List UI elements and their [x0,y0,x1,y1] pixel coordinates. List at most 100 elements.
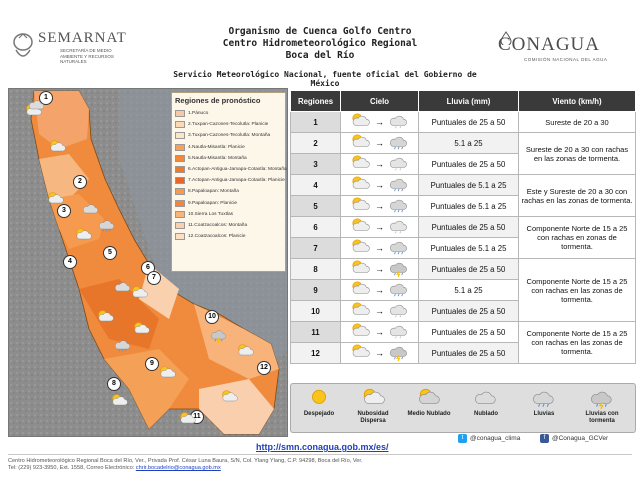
table-row: 5 → Puntuales de 5.1 a 25 [290,195,636,217]
cell-region: 3 [290,153,341,175]
partly-icon [348,387,398,409]
icon-legend-sun: Despejado [294,387,344,418]
cell-wind: Sureste de 20 a 30 con rachas en las zon… [518,132,636,175]
cell-sky: → [340,132,419,154]
twitter-label: @conagua_clima [470,435,521,442]
map-weather-partly-icon [131,321,153,335]
facebook-handle[interactable]: f @Conagua_GCVer [540,434,608,443]
legend-label: 1.Pánuco [188,111,209,117]
cell-wind: Componente Norte de 15 a 25 con rachas e… [518,258,636,322]
cell-sky: → [340,342,419,364]
map-weather-partly-icon [129,285,151,299]
map-region-3: 3 [57,204,71,218]
smn-link[interactable]: http://smn.conagua.gob.mx/es/ [256,442,389,452]
legend-swatch [175,143,185,151]
sky-to-rain-icon [388,280,410,300]
legend-item: 6.Actopan-Antigua-Jamapa-Cotaxtla: Monta… [175,164,287,175]
map-weather-partly-icon [157,365,179,379]
arrow-right-icon: → [375,327,384,337]
cell-region: 10 [290,300,341,322]
arrow-right-icon: → [375,243,384,253]
sky-from-partly-icon [349,112,371,132]
map-weather-rain-icon [113,337,135,352]
table-row: 11 → Puntuales de 25 a 50 Componente Norte … [290,321,636,364]
table-row: 3 → Puntuales de 25 a 50 [290,153,636,175]
header: SEMARNAT SECRETARÍA DE MEDIO AMBIENTE Y … [0,0,640,88]
sky-to-cloud-light-icon [388,112,410,132]
legend-label: 3.Tuxpan-Cazones-Tecolutla: Montaña [188,133,271,139]
twitter-handle[interactable]: t @conagua_clima [458,434,520,443]
conagua-subtitle: COMISIÓN NACIONAL DEL AGUA [524,57,608,62]
cell-region: 1 [290,111,341,133]
icon-legend-label: Medio Nublado [407,411,451,417]
legend-swatch [175,177,185,185]
sky-to-cloud-light-icon [388,322,410,342]
forecast-table-body: 1 → Puntuales de 25 a 50 Sureste de 20 a 30… [290,111,636,364]
sky-to-storm-icon [388,343,410,363]
sky-to-rain-icon [388,133,410,153]
semarnat-subtitle: SECRETARÍA DE MEDIO AMBIENTE Y RECURSOS … [60,48,114,64]
table-row: 8 → Puntuales de 25 a 50 Componente Norte d… [290,258,636,322]
cell-wind: Componente Norte de 15 a 25 con rachas e… [518,216,636,259]
conagua-drop-icon [500,31,512,45]
legend-item: 7.Actopan-Antigua-Jamapa-Cotaxtla: Plani… [175,175,285,186]
sky-from-partly-icon [349,196,371,216]
cell-region: 6 [290,216,341,238]
legend-swatch [175,221,185,229]
legend-items: 1.Pánuco 2.Tuxpan-Cazones-Tecolutla: Plan… [175,108,287,242]
table-row: 12 → Puntuales de 25 a 50 [290,342,636,364]
legend-label: 7.Actopan-Antigua-Jamapa-Cotaxtla: Plani… [188,178,285,184]
arrow-right-icon: → [375,285,384,295]
legend-swatch [175,110,185,118]
col-lluvia: Lluvia (mm) [418,90,519,112]
map-region-5: 5 [103,246,117,260]
facebook-label: @Conagua_GCVer [552,435,609,442]
semarnat-eagle-logo [10,28,36,68]
cell-rain: Puntuales de 5.1 a 25 [418,174,519,196]
arrow-right-icon: → [375,159,384,169]
cell-rain: Puntuales de 25 a 50 [418,321,519,343]
storm-icon [577,387,627,409]
header-titles: Organismo de Cuenca Golfo Centro Centro … [150,26,490,62]
cell-sky: → [340,258,419,280]
sky-from-partly-icon [349,301,371,321]
table-row: 6 → Puntuales de 25 a 50 Componente Norte d… [290,216,636,259]
map-weather-cloud-icon [113,279,135,293]
icon-legend-partly: Nubosidad Dispersa [348,387,398,424]
sky-to-cloud-light-icon [388,217,410,237]
map-weather-partly-icon [95,309,117,323]
legend-label: 4.Nautla-Misantla: Planicie [188,144,245,150]
cell-region: 5 [290,195,341,217]
title-centro: Centro Hidrometeorológico Regional [222,38,418,49]
legend-label: 6.Actopan-Antigua-Jamapa-Cotaxtla: Monta… [188,167,287,173]
footer-email[interactable]: chrir.bocadelrio@conagua.gob.mx [135,465,221,471]
table-row: 4 → Puntuales de 5.1 a 25 Este y Sureste de… [290,174,636,217]
legend-label: 12.Coatzacoalcos: Planicie [188,234,246,240]
legend-item: 9.Papaloapan: Planicie [175,198,282,209]
rain-icon [519,387,569,409]
cell-rain: Puntuales de 5.1 a 25 [418,237,519,259]
sky-from-partly-icon [349,259,371,279]
sky-from-partly-icon [349,280,371,300]
cell-rain: Puntuales de 25 a 50 [418,300,519,322]
cloud-icon [461,387,511,409]
subtitle-smn: Servicio Meteorológico Nacional, fuente … [173,70,477,88]
col-viento: Viento (km/h) [518,90,636,112]
cell-rain: Puntuales de 25 a 50 [418,111,519,133]
conagua-wordmark: CONAGUA [498,34,600,55]
cell-region: 8 [290,258,341,280]
regions-legend: Regiones de pronóstico 1.Pánuco 2.Tuxpan-… [171,92,287,272]
legend-label: 8.Papaloapan: Montaña [188,189,239,195]
map-weather-partly-icon [235,343,257,357]
forecast-table: Regiones Cielo Lluvia (mm) Viento (km/h)… [290,90,636,364]
cell-sky: → [340,300,419,322]
map-region-2: 2 [73,175,87,189]
cell-sky: → [340,195,419,217]
cell-sky: → [340,153,419,175]
icon-legend-label: Nubosidad Dispersa [357,411,389,424]
sky-from-partly-icon [349,154,371,174]
cell-sky: → [340,111,419,133]
partly2-icon [404,387,454,409]
cell-region: 7 [290,237,341,259]
